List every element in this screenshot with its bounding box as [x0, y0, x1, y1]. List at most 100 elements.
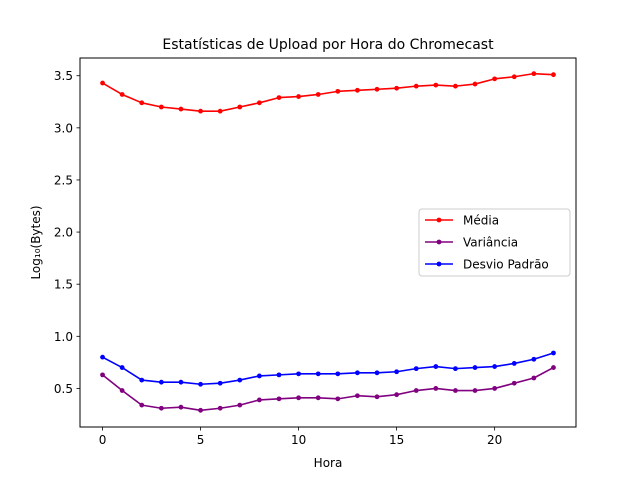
- series-line-0: [102, 72, 554, 112]
- y-tick-label: 3.5: [54, 69, 73, 83]
- x-tick-label: 15: [389, 433, 404, 447]
- series-0-point: [453, 83, 458, 89]
- series-1-point: [472, 388, 478, 393]
- series-1-point: [217, 405, 223, 411]
- series-2-point: [394, 369, 400, 375]
- series-2-point: [256, 373, 262, 379]
- x-tick-label: 5: [197, 433, 205, 447]
- series-2-point: [237, 377, 243, 383]
- series-1-point: [276, 396, 282, 402]
- legend-marker: [436, 261, 442, 267]
- series-0-point: [198, 108, 203, 114]
- series-0-point: [394, 85, 400, 91]
- series-2-point: [374, 370, 380, 376]
- series-2-point: [198, 381, 203, 387]
- y-tick-label: 2.5: [54, 173, 73, 187]
- series-2-point: [217, 380, 223, 386]
- series-0-point: [355, 87, 360, 93]
- series-0-point: [256, 100, 262, 106]
- series-1-point: [315, 395, 321, 401]
- series-0-point: [276, 95, 282, 101]
- legend-marker: [436, 217, 442, 223]
- series-layer: [100, 71, 556, 413]
- y-tick-label: 1.5: [54, 278, 73, 292]
- series-0-point: [335, 88, 341, 94]
- series-2-point: [433, 364, 439, 369]
- series-0-point: [178, 106, 184, 112]
- series-1-point: [119, 388, 125, 393]
- series-2-point: [355, 370, 360, 376]
- x-tick-label: 0: [99, 433, 107, 447]
- y-tick-label: 3.0: [54, 121, 73, 135]
- series-1-point: [531, 375, 537, 381]
- x-tick-label: 10: [291, 433, 306, 447]
- series-0-point: [433, 82, 439, 88]
- series-1-point: [492, 386, 498, 391]
- legend-marker: [436, 239, 442, 245]
- series-0-point: [413, 83, 419, 89]
- series-0-point: [100, 80, 105, 86]
- axes-layer: 0 5 10 15 20 0.5 1.0 1.5 2.0 2.5 3.0 3.5: [54, 69, 502, 447]
- y-tick-label: 1.0: [54, 330, 73, 344]
- series-0-point: [374, 86, 380, 92]
- series-0-point: [237, 104, 243, 110]
- series-0-point: [296, 94, 301, 99]
- series-1-point: [394, 392, 400, 398]
- series-1-point: [296, 395, 301, 401]
- series-2-point: [119, 365, 125, 370]
- series-0-point: [511, 74, 517, 80]
- series-2-point: [335, 371, 341, 377]
- series-2-point: [158, 379, 164, 385]
- legend: Média Variância Desvio Padrão: [418, 208, 571, 277]
- series-0-point: [551, 72, 556, 78]
- series-1-point: [237, 402, 243, 408]
- x-axis-label: Hora: [314, 456, 343, 470]
- legend-label: Desvio Padrão: [463, 258, 549, 272]
- series-0-point: [472, 81, 478, 87]
- series-1-point: [178, 404, 184, 410]
- series-1-point: [511, 380, 517, 386]
- legend-label: Média: [463, 214, 499, 228]
- series-1-point: [433, 386, 439, 391]
- series-0-point: [531, 71, 537, 77]
- plot-frame: [79, 57, 577, 428]
- series-0-point: [139, 100, 145, 106]
- legend-label: Variância: [463, 236, 518, 250]
- series-0-point: [158, 104, 164, 110]
- y-axis-label: Log₁₀(Bytes): [29, 205, 43, 279]
- series-1-point: [100, 372, 105, 378]
- series-line-1: [102, 366, 554, 412]
- series-1-point: [551, 365, 556, 370]
- series-1-point: [198, 407, 203, 413]
- y-tick-label: 0.5: [54, 382, 73, 396]
- series-0-point: [217, 108, 223, 114]
- series-1-point: [335, 396, 341, 402]
- series-2-point: [511, 361, 517, 366]
- x-tick-label: 20: [487, 433, 502, 447]
- series-2-point: [276, 372, 282, 378]
- series-2-point: [453, 366, 458, 372]
- series-1-point: [355, 393, 360, 399]
- series-2-point: [413, 366, 419, 372]
- series-2-point: [139, 377, 145, 383]
- series-2-point: [100, 354, 105, 360]
- series-0-point: [119, 92, 125, 97]
- series-2-point: [492, 364, 498, 369]
- series-2-point: [178, 379, 184, 385]
- series-1-point: [413, 388, 419, 393]
- series-1-point: [139, 402, 145, 408]
- chart-title: Estatísticas de Upload por Hora do Chrom…: [162, 37, 494, 53]
- series-1-point: [453, 388, 458, 393]
- y-tick-label: 2.0: [54, 226, 73, 240]
- series-1-point: [158, 405, 164, 411]
- series-0-point: [315, 92, 321, 97]
- series-line-2: [102, 352, 554, 386]
- series-2-point: [551, 350, 556, 356]
- series-2-point: [296, 371, 301, 377]
- series-0-point: [492, 76, 498, 82]
- series-1-point: [256, 397, 262, 403]
- series-1-point: [374, 394, 380, 400]
- series-2-point: [531, 356, 537, 362]
- series-2-point: [315, 371, 321, 377]
- legend-box: [418, 208, 571, 277]
